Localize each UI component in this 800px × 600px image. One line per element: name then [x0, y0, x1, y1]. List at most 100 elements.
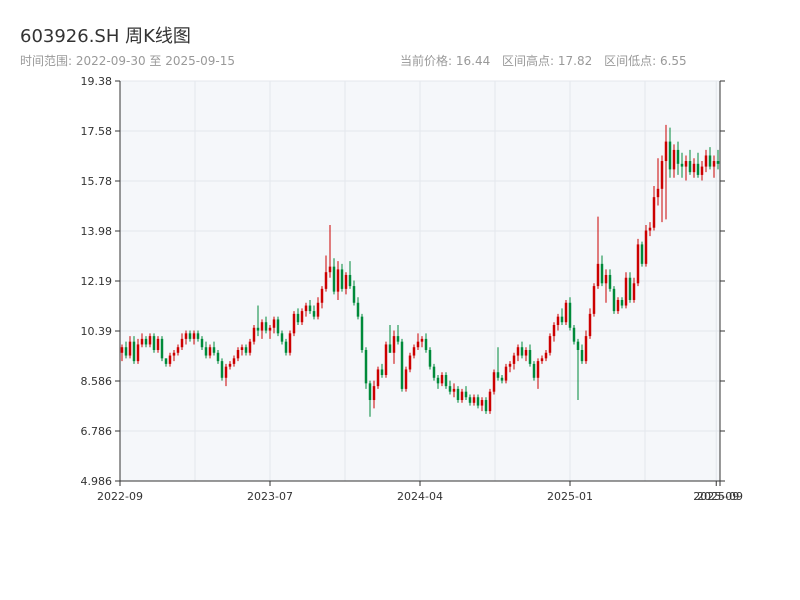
candle-body — [308, 305, 312, 312]
candle-body — [424, 338, 428, 351]
candle-body — [420, 338, 424, 342]
candle-body — [332, 266, 336, 292]
candle-body — [716, 161, 720, 164]
candle-body — [300, 311, 304, 323]
candle-body — [468, 397, 472, 403]
candle-body — [288, 333, 292, 353]
candle-body — [392, 336, 396, 353]
candle-body — [256, 327, 260, 331]
candle-body — [700, 166, 704, 175]
candle-body — [528, 350, 532, 364]
candle-body — [316, 302, 320, 317]
y-tick-label: 15.78 — [81, 175, 113, 188]
candle-body — [632, 283, 636, 300]
candle-body — [572, 327, 576, 342]
candle-body — [364, 350, 368, 384]
candle-body — [704, 155, 708, 167]
candle-body — [688, 161, 692, 173]
candle-body — [508, 363, 512, 367]
y-tick-label: 17.58 — [81, 125, 113, 138]
candle-body — [452, 388, 456, 392]
candle-body — [376, 369, 380, 387]
candle-body — [396, 336, 400, 342]
candle-body — [472, 397, 476, 403]
candle-body — [120, 347, 124, 353]
candle-body — [296, 313, 300, 323]
candle-body — [480, 400, 484, 406]
candle-body — [400, 341, 404, 389]
candle-body — [404, 369, 408, 389]
candle-body — [604, 274, 608, 284]
candle-body — [676, 149, 680, 164]
candle-body — [220, 361, 224, 378]
candle-body — [592, 286, 596, 314]
candle-body — [128, 341, 132, 356]
candle-body — [444, 375, 448, 387]
candle-body — [380, 369, 384, 376]
candle-body — [152, 336, 156, 351]
candle-body — [368, 383, 372, 401]
candle-body — [144, 338, 148, 345]
candle-body — [584, 336, 588, 362]
candle-body — [564, 302, 568, 323]
candle-body — [640, 244, 644, 264]
candle-body — [164, 358, 168, 364]
candle-body — [212, 347, 216, 353]
candle-body — [556, 316, 560, 325]
candle-body — [204, 347, 208, 356]
y-tick-label: 4.986 — [81, 475, 113, 488]
y-tick-label: 8.586 — [81, 375, 113, 388]
candle-body — [464, 391, 468, 398]
candle-body — [124, 347, 128, 356]
candle-body — [188, 333, 192, 339]
candle-body — [436, 377, 440, 384]
candle-body — [272, 319, 276, 328]
date-range-label: 时间范围: 2022-09-30 至 2025-09-15 — [20, 54, 235, 68]
candle-body — [656, 188, 660, 198]
candle-body — [456, 388, 460, 401]
candle-body — [652, 197, 656, 228]
candle-body — [596, 263, 600, 287]
candle-body — [600, 263, 604, 284]
candle-body — [684, 161, 688, 167]
candle-body — [576, 341, 580, 351]
candle-body — [356, 302, 360, 317]
candle-body — [384, 344, 388, 376]
candle-body — [352, 286, 356, 303]
y-tick-label: 12.19 — [81, 275, 113, 288]
candle-body — [348, 274, 352, 287]
candle-body — [196, 333, 200, 339]
candle-body — [524, 350, 528, 356]
candle-body — [304, 305, 308, 312]
candle-body — [172, 352, 176, 356]
candle-body — [236, 350, 240, 359]
candle-body — [276, 319, 280, 334]
candle-body — [224, 366, 228, 378]
x-tick-label: 2025-09 — [693, 490, 739, 503]
candle-body — [460, 391, 464, 401]
candle-body — [552, 324, 556, 337]
price-stats: 当前价格: 16.44 区间高点: 17.82 区间低点: 6.55 — [400, 52, 695, 69]
x-tick-label: 2025-01 — [547, 490, 593, 503]
candle-body — [132, 341, 136, 362]
x-tick-label: 2025-09 — [697, 490, 743, 503]
candle-body — [388, 344, 392, 353]
candle-body — [260, 322, 264, 331]
candle-body — [516, 347, 520, 356]
candle-body — [680, 163, 684, 167]
candle-body — [320, 288, 324, 303]
candle-body — [668, 141, 672, 170]
candle-body — [692, 163, 696, 173]
candle-body — [672, 149, 676, 170]
candle-body — [248, 341, 252, 353]
candle-body — [504, 366, 508, 381]
period-high-label: 区间高点: 17.82 — [502, 54, 593, 68]
current-price-label: 当前价格: 16.44 — [400, 54, 491, 68]
candle-body — [512, 355, 516, 364]
candle-body — [428, 350, 432, 367]
candle-body — [620, 299, 624, 306]
candle-body — [252, 327, 256, 342]
chart-title: 603926.SH 周K线图 — [20, 26, 191, 47]
candle-body — [492, 372, 496, 392]
